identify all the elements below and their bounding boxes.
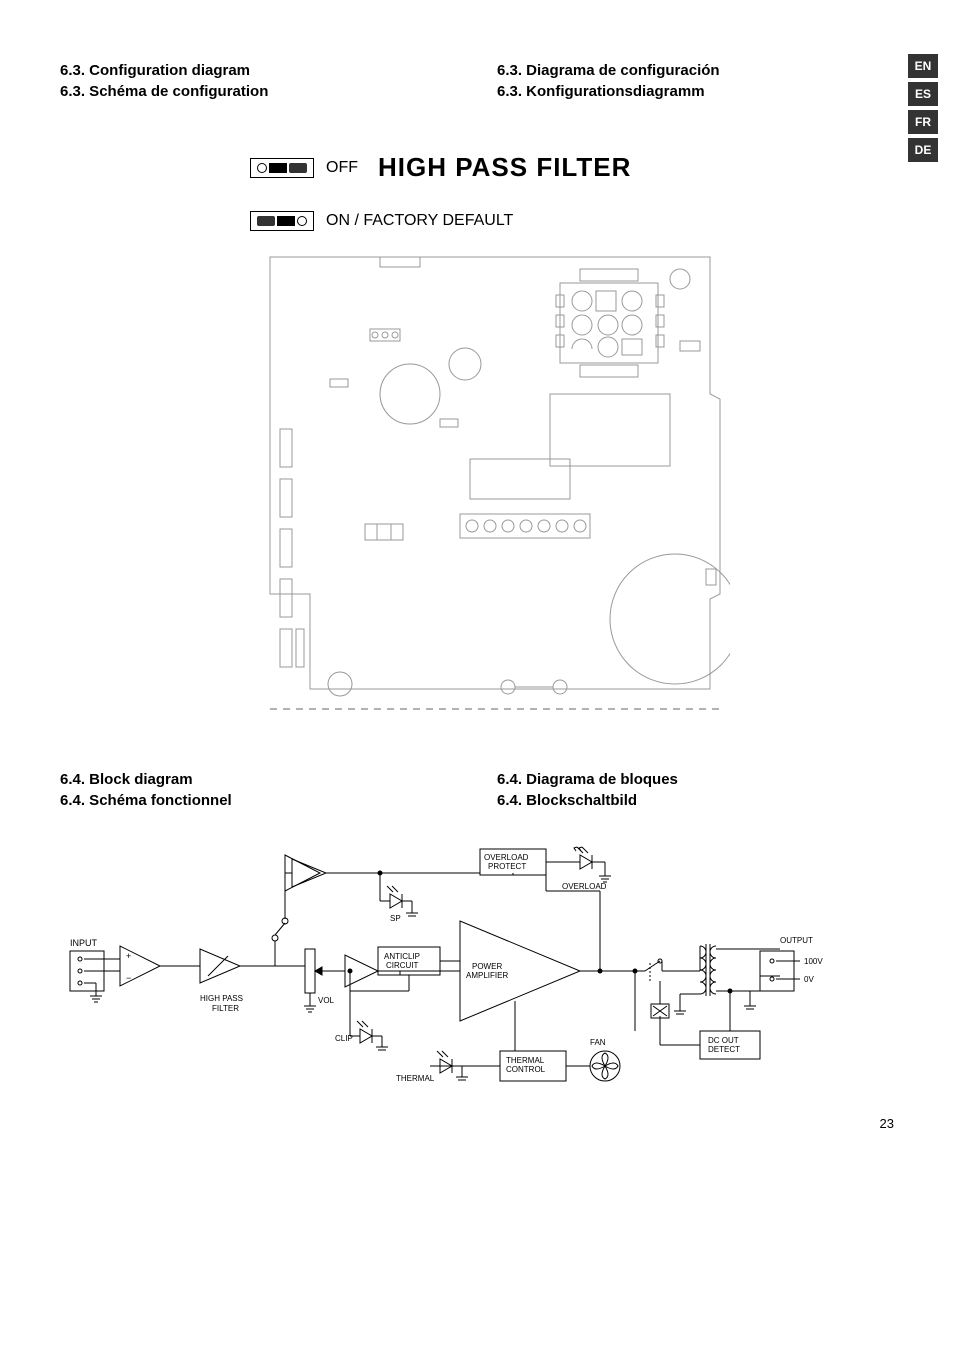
svg-text:OVERLOAD PROTECT: OVERLOAD PROTECT	[484, 853, 531, 871]
label-clip: CLIP	[335, 1034, 353, 1043]
label-0v: 0V	[804, 975, 814, 984]
section-64-headings: 6.4. Block diagram 6.4. Schéma fonctionn…	[60, 769, 894, 811]
off-label: OFF	[326, 159, 358, 177]
svg-text:DC OUT DETECT: DC OUT DETECT	[708, 1036, 741, 1054]
heading-64-fr: 6.4. Schéma fonctionnel	[60, 790, 457, 811]
svg-text:+: +	[126, 951, 131, 961]
svg-text:ANTICLIP CIRCUIT: ANTICLIP CIRCUIT	[384, 952, 422, 970]
heading-63-de: 6.3. Konfigurationsdiagramm	[497, 81, 894, 102]
label-vol: VOL	[318, 996, 335, 1005]
block-diagram: INPUT + − HIGH PASS FILTER	[60, 831, 890, 1121]
on-label: ON / FACTORY DEFAULT	[326, 212, 513, 230]
label-output: OUTPUT	[780, 936, 813, 945]
svg-text:POWER AMPLIFIER: POWER AMPLIFIER	[466, 962, 508, 980]
switch-on-icon	[250, 211, 314, 231]
section-63-headings: 6.3. Configuration diagram 6.3. Schéma d…	[60, 60, 894, 102]
heading-64-es: 6.4. Diagrama de bloques	[497, 769, 894, 790]
svg-text:−: −	[126, 973, 131, 983]
heading-64-de: 6.4. Blockschaltbild	[497, 790, 894, 811]
switch-off-icon	[250, 158, 314, 178]
language-tabs: EN ES FR DE	[908, 54, 938, 162]
lang-tab-fr[interactable]: FR	[908, 110, 938, 134]
label-100v: 100V	[804, 957, 823, 966]
pcb-diagram	[250, 249, 730, 719]
heading-63-fr: 6.3. Schéma de configuration	[60, 81, 457, 102]
heading-64-en: 6.4. Block diagram	[60, 769, 457, 790]
label-thermal: THERMAL	[396, 1074, 435, 1083]
label-overload: OVERLOAD	[562, 882, 607, 891]
filter-title: HIGH PASS FILTER	[378, 152, 631, 183]
page-number: 23	[880, 1116, 894, 1131]
lang-tab-es[interactable]: ES	[908, 82, 938, 106]
lang-tab-en[interactable]: EN	[908, 54, 938, 78]
svg-text:THERMAL CONTROL: THERMAL CONTROL	[506, 1056, 546, 1074]
label-hpf: HIGH PASS FILTER	[200, 994, 245, 1013]
lang-tab-de[interactable]: DE	[908, 138, 938, 162]
label-input: INPUT	[70, 938, 98, 948]
heading-63-es: 6.3. Diagrama de configuración	[497, 60, 894, 81]
high-pass-filter-header: OFF HIGH PASS FILTER ON / FACTORY DEFAUL…	[250, 152, 730, 231]
label-sp: SP	[390, 914, 401, 923]
label-fan: FAN	[590, 1038, 606, 1047]
heading-63-en: 6.3. Configuration diagram	[60, 60, 457, 81]
